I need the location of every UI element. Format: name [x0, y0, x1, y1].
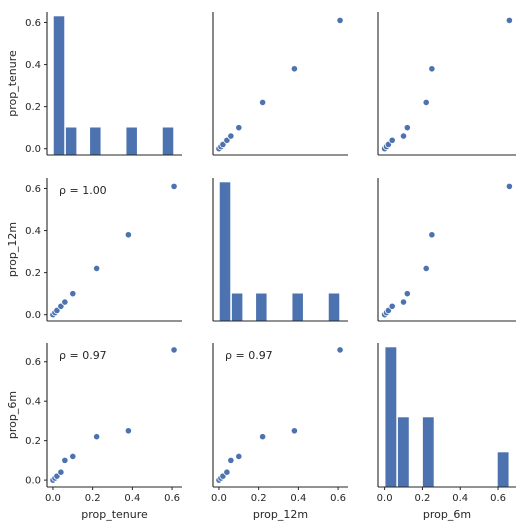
point-prop_tenure-vs-prop_12m-8: [336, 16, 344, 25]
ylabel-prop_tenure: prop_tenure: [6, 50, 19, 117]
point-prop_12m-vs-prop_tenure-8: [170, 182, 178, 191]
point-prop_6m-vs-prop_tenure-3: [57, 468, 65, 476]
point-prop_tenure-vs-prop_6m-5: [403, 124, 411, 132]
hist-bar-prop_tenure-0: [53, 15, 65, 156]
xtick-label-prop_tenure-1: 0.2: [85, 493, 101, 504]
point-prop_6m-vs-prop_12m-8: [336, 346, 344, 354]
ytick-label-prop_12m-1: 0.2: [25, 268, 41, 279]
point-prop_tenure-vs-prop_12m-5: [235, 124, 243, 132]
hist-bar-prop_12m-1: [231, 292, 243, 322]
xtick-label-prop_6m-0: 0.0: [377, 493, 393, 504]
ylabel-prop_6m: prop_6m: [6, 391, 19, 439]
xtick-label-prop_12m-2: 0.4: [290, 493, 306, 504]
correlation-annotation-1: ρ = 0.97: [59, 349, 107, 362]
ytick-label-prop_12m-2: 0.4: [25, 226, 41, 237]
hist-bar-prop_tenure-6: [125, 126, 138, 156]
hist-bar-prop_tenure-1: [65, 126, 77, 156]
xlabel-prop_6m: prop_6m: [423, 508, 471, 521]
correlation-annotation-0: ρ = 1.00: [59, 184, 107, 197]
hist-bar-prop_12m-3: [255, 292, 268, 322]
point-prop_6m-vs-prop_12m-3: [223, 468, 231, 476]
ylabel-prop_12m: prop_12m: [6, 222, 19, 277]
point-prop_6m-vs-prop_tenure-7: [124, 427, 132, 435]
point-prop_12m-vs-prop_tenure-6: [93, 264, 101, 273]
ytick-label-prop_tenure-1: 0.2: [25, 102, 41, 113]
point-prop_12m-vs-prop_6m-4: [399, 298, 408, 306]
point-prop_tenure-vs-prop_6m-8: [505, 16, 513, 25]
xtick-label-prop_tenure-0: 0.0: [45, 493, 61, 504]
point-prop_12m-vs-prop_6m-3: [388, 302, 396, 310]
point-prop_tenure-vs-prop_6m-7: [428, 65, 436, 73]
xlabel-prop_12m: prop_12m: [253, 508, 308, 521]
point-prop_12m-vs-prop_tenure-5: [69, 290, 77, 298]
hist-bar-prop_6m-1: [397, 416, 410, 488]
xtick-label-prop_6m-2: 0.4: [452, 493, 468, 504]
point-prop_tenure-vs-prop_12m-4: [227, 132, 235, 140]
point-prop_6m-vs-prop_tenure-6: [93, 433, 101, 441]
hist-bar-prop_tenure-9: [162, 126, 174, 156]
xtick-label-prop_tenure-3: 0.6: [164, 493, 180, 504]
point-prop_tenure-vs-prop_6m-6: [422, 98, 430, 107]
point-prop_12m-vs-prop_6m-7: [428, 231, 436, 239]
point-prop_6m-vs-prop_12m-6: [259, 433, 267, 441]
xlabel-prop_tenure: prop_tenure: [81, 508, 148, 521]
point-prop_tenure-vs-prop_6m-3: [388, 136, 396, 144]
ytick-label-prop_6m-3: 0.6: [25, 357, 41, 368]
point-prop_6m-vs-prop_tenure-5: [69, 452, 77, 461]
xtick-label-prop_12m-1: 0.2: [251, 493, 267, 504]
point-prop_tenure-vs-prop_12m-7: [290, 65, 298, 73]
point-prop_tenure-vs-prop_6m-4: [399, 132, 408, 140]
hist-bar-prop_12m-6: [291, 292, 304, 322]
hist-bar-prop_6m-3: [422, 416, 435, 488]
xtick-label-prop_12m-0: 0.0: [211, 493, 227, 504]
ytick-label-prop_12m-3: 0.6: [25, 184, 41, 195]
point-prop_12m-vs-prop_6m-5: [403, 290, 411, 298]
ytick-label-prop_6m-2: 0.4: [25, 397, 41, 408]
point-prop_6m-vs-prop_12m-7: [290, 427, 298, 435]
hist-bar-prop_tenure-3: [89, 126, 102, 156]
point-prop_12m-vs-prop_tenure-4: [61, 298, 69, 306]
ytick-label-prop_12m-0: 0.0: [25, 310, 41, 321]
hist-bar-prop_6m-0: [384, 346, 397, 488]
hist-bar-prop_12m-9: [328, 292, 340, 322]
point-prop_tenure-vs-prop_12m-6: [259, 98, 267, 107]
hist-bar-prop_6m-9: [497, 451, 510, 488]
xtick-label-prop_tenure-2: 0.4: [124, 493, 140, 504]
point-prop_12m-vs-prop_tenure-7: [124, 231, 132, 239]
ytick-label-prop_tenure-2: 0.4: [25, 60, 41, 71]
xtick-label-prop_6m-1: 0.2: [414, 493, 430, 504]
correlation-annotation-2: ρ = 0.97: [225, 349, 273, 362]
point-prop_6m-vs-prop_12m-4: [227, 456, 235, 464]
xtick-label-prop_12m-3: 0.6: [330, 493, 346, 504]
ytick-label-prop_6m-0: 0.0: [25, 476, 41, 487]
hist-bar-prop_12m-0: [219, 181, 231, 322]
point-prop_6m-vs-prop_12m-5: [235, 452, 243, 461]
ytick-label-prop_tenure-3: 0.6: [25, 18, 41, 29]
xtick-label-prop_6m-3: 0.6: [490, 493, 506, 504]
point-prop_6m-vs-prop_tenure-8: [170, 346, 178, 354]
point-prop_6m-vs-prop_tenure-4: [61, 456, 69, 464]
point-prop_12m-vs-prop_6m-6: [422, 264, 430, 273]
point-prop_12m-vs-prop_6m-8: [505, 182, 513, 191]
ytick-label-prop_6m-1: 0.2: [25, 436, 41, 447]
ytick-label-prop_tenure-0: 0.0: [25, 144, 41, 155]
